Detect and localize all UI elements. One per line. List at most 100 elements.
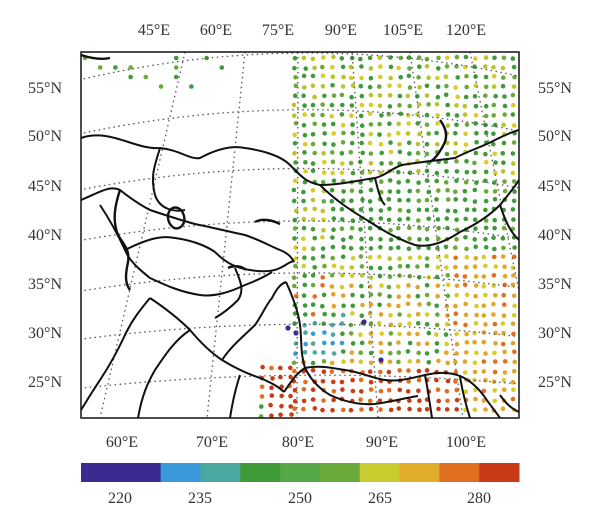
station-dot: [473, 283, 479, 288]
station-dot: [445, 197, 451, 202]
station-dot: [379, 283, 384, 288]
station-dot: [435, 312, 440, 317]
station-dot: [454, 54, 460, 60]
top-lon-label: 60°E: [200, 22, 232, 39]
station-dot: [387, 83, 392, 89]
station-dot: [367, 254, 373, 260]
station-dot: [378, 141, 384, 147]
station-dot: [445, 55, 450, 61]
station-dot: [502, 370, 508, 375]
station-dot: [340, 161, 345, 166]
station-dot: [350, 377, 355, 383]
station-dot: [444, 341, 449, 347]
station-dot: [396, 245, 401, 250]
station-dot: [483, 218, 489, 223]
station-dot: [416, 102, 422, 107]
station-dot: [434, 130, 439, 136]
station-dot: [292, 151, 297, 156]
station-dot: [386, 369, 392, 375]
station-dot: [501, 122, 506, 128]
station-dot: [416, 198, 422, 204]
station-dot: [377, 398, 383, 404]
station-dot: [128, 74, 133, 80]
station-dot: [301, 216, 307, 222]
station-dot: [434, 377, 439, 383]
station-dot: [474, 303, 479, 309]
station-dot: [378, 216, 384, 221]
station-dot: [405, 349, 411, 354]
station-dot: [387, 294, 392, 299]
station-dot: [512, 349, 517, 355]
station-dot: [301, 225, 307, 231]
station-dot: [368, 75, 374, 81]
station-dot: [330, 255, 336, 261]
colorbar-segment: [399, 463, 440, 482]
station-dot: [302, 150, 307, 155]
station-dot: [445, 378, 451, 384]
station-dot: [350, 341, 356, 346]
station-dot: [483, 103, 489, 109]
station-dot: [292, 398, 298, 404]
station-dot: [301, 236, 306, 242]
station-dot: [388, 350, 393, 356]
station-dot: [435, 217, 441, 222]
station-dot: [453, 245, 458, 250]
station-dot: [483, 169, 489, 175]
station-dot: [501, 140, 507, 146]
colorbar-segment: [439, 463, 480, 482]
station-dot: [387, 206, 392, 212]
station-dot: [500, 83, 506, 89]
station-dot: [386, 111, 392, 117]
station-dot: [502, 264, 507, 270]
station-dot: [330, 408, 335, 413]
station-dot: [463, 216, 469, 222]
station-dot: [358, 332, 363, 338]
station-dot: [426, 75, 431, 80]
station-dot: [310, 188, 316, 193]
station-dot: [483, 322, 488, 327]
right-lat-label: 40°N: [538, 227, 572, 244]
station-dot: [453, 359, 458, 365]
station-dot: [368, 236, 374, 241]
station-dot: [349, 225, 355, 231]
station-dot: [472, 339, 477, 345]
station-dot: [320, 235, 325, 240]
station-dot: [367, 140, 373, 146]
station-dot: [268, 402, 273, 408]
bottom-lon-label: 90°E: [366, 434, 398, 451]
station-dot: [350, 292, 355, 298]
station-dot: [481, 313, 487, 318]
station-dot: [312, 406, 318, 411]
station-dot: [368, 360, 374, 366]
station-dot: [204, 55, 209, 61]
station-dot: [329, 102, 335, 108]
station-dot: [511, 293, 517, 299]
station-dot: [500, 151, 506, 156]
station-dot: [310, 226, 316, 232]
station-dot: [348, 246, 354, 251]
station-dot: [473, 150, 479, 156]
station-dot: [424, 368, 430, 373]
station-dot: [349, 188, 355, 193]
station-dot: [367, 199, 373, 204]
station-dot: [301, 93, 306, 98]
station-dot: [406, 368, 411, 373]
station-dot: [321, 122, 327, 127]
station-dot: [474, 140, 479, 145]
station-dot: [379, 113, 384, 118]
station-dot: [491, 273, 497, 278]
station-dot: [483, 207, 488, 213]
station-dot: [397, 217, 402, 222]
station-dot: [270, 376, 275, 381]
station-dot: [386, 302, 392, 308]
station-dot: [406, 294, 412, 299]
station-dot: [473, 274, 479, 279]
station-dot: [454, 178, 459, 184]
station-dot: [454, 217, 459, 222]
station-dot: [424, 151, 430, 157]
station-dot: [417, 237, 422, 242]
station-dot: [454, 331, 459, 337]
aral-sea: [166, 206, 186, 230]
station-dot: [340, 293, 346, 298]
station-dot: [312, 65, 317, 71]
